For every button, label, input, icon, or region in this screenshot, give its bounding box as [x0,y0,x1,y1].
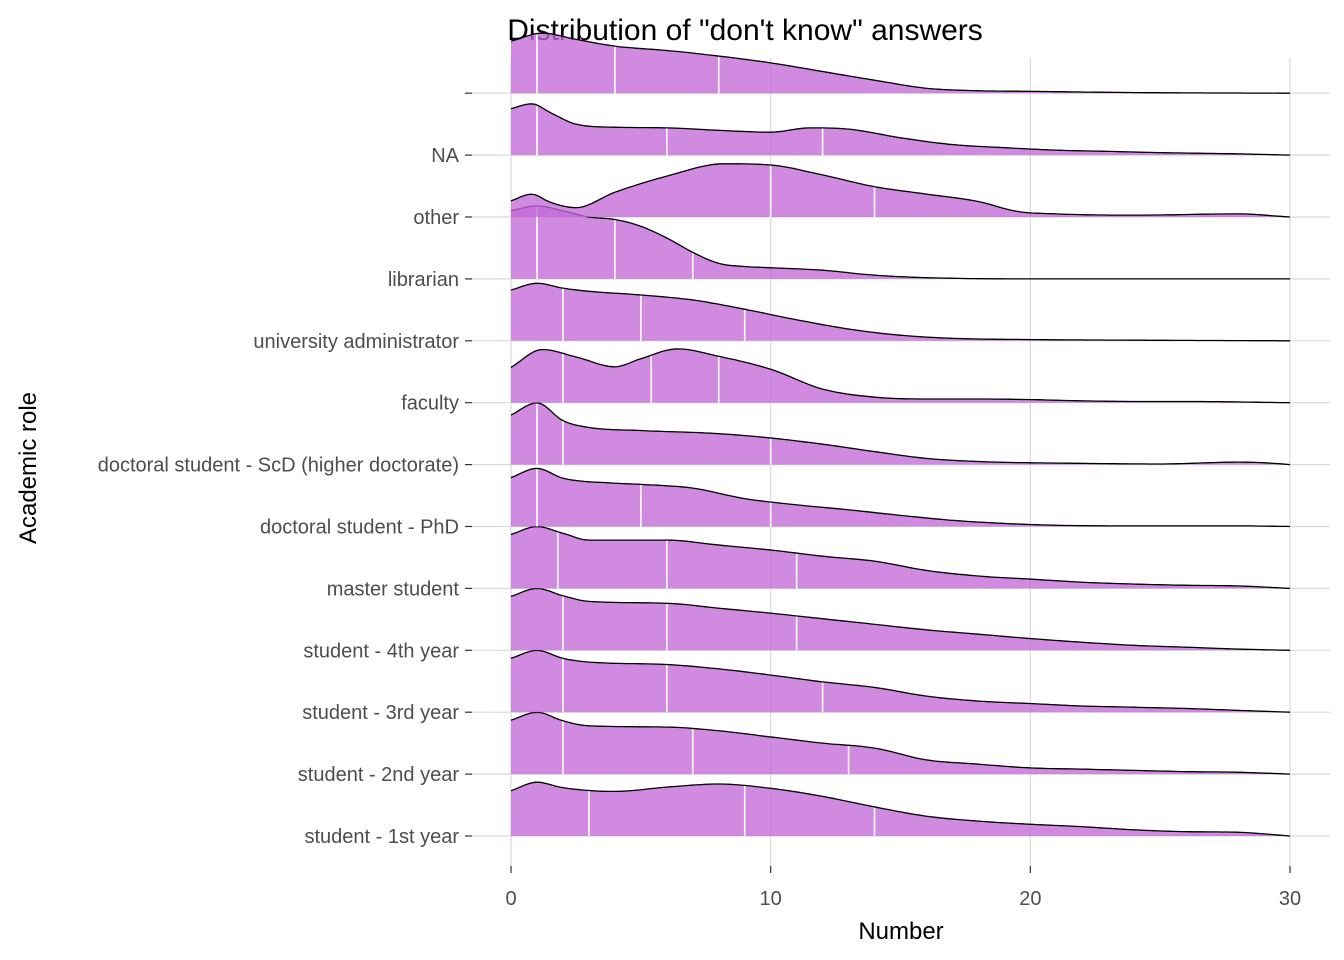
ridge-outline-doctoral-student-phd [510,467,1291,528]
ridge-student-2nd-year [510,711,1291,775]
x-tick-label-20: 20 [1019,888,1041,910]
y-tick-label-other: other [413,207,459,229]
ridge-outline-unlabeled-top [510,32,1290,94]
y-tick-label-librarian: librarian [388,269,459,291]
x-axis-title: Number [858,918,943,945]
ridge-outline-student-4th-year [510,587,1291,651]
y-tick-label-faculty: faculty [401,393,459,415]
ridge-fill-doctoral-student-scd-higher-doctorate [511,402,1290,465]
y-tick-label-student-3rd-year: student - 3rd year [302,702,459,724]
ridge-doctoral-student-phd [510,467,1291,528]
y-tick-label-master-student: master student [327,578,460,600]
x-tick-label-30: 30 [1279,888,1301,910]
y-tick-label-student-2nd-year: student - 2nd year [298,764,460,786]
ridge-outline-doctoral-student-scd-higher-doctorate [510,402,1291,466]
ridge-other [510,163,1291,218]
ridge-faculty [510,348,1291,404]
ridge-outline-librarian [510,205,1290,280]
x-axis: 0 10 20 30 [505,866,1301,910]
ridge-fill-doctoral-student-phd [511,468,1290,527]
ridge-master-student [510,525,1291,590]
ridges [510,32,1291,837]
ridge-university-administrator [510,282,1290,342]
ridge-doctoral-student-scd-higher-doctorate [510,402,1291,466]
ridge-outline-na [510,103,1291,156]
x-tick-label-10: 10 [760,888,782,910]
ridge-outline-student-1st-year [510,781,1291,837]
ridge-outline-master-student [510,525,1291,590]
ridge-student-3rd-year [510,649,1291,713]
ridge-outline-student-2nd-year [510,711,1291,775]
ridge-fill-student-4th-year [511,588,1290,651]
ridge-student-4th-year [510,587,1291,651]
ridge-unlabeled-top [510,32,1290,94]
ridge-fill-unlabeled-top [511,33,1290,94]
ridge-fill-student-1st-year [511,782,1290,836]
ridge-fill-student-2nd-year [511,712,1290,775]
ridge-student-1st-year [510,781,1291,837]
ridge-fill-librarian [511,205,1290,279]
y-tick-label-student-4th-year: student - 4th year [303,640,459,662]
ridge-fill-na [511,103,1290,156]
ridge-outline-student-3rd-year [510,649,1291,713]
x-tick-label-0: 0 [505,888,516,910]
ridge-outline-other [510,163,1291,218]
ridge-outline-university-administrator [510,282,1290,342]
ridge-na [510,103,1291,156]
ridge-librarian [510,205,1290,280]
ridge-fill-student-3rd-year [511,650,1290,713]
y-axis-title: Academic role [15,392,42,544]
y-tick-label-university-administrator: university administrator [253,331,459,353]
ridge-fill-faculty [511,348,1290,403]
ridge-outline-faculty [510,348,1291,404]
y-tick-label-student-1st-year: student - 1st year [304,826,459,848]
y-tick-label-doctoral-student-phd: doctoral student - PhD [260,517,459,539]
ridge-fill-other [511,163,1290,217]
ridge-fill-master-student [511,526,1290,589]
ridge-fill-university-administrator [511,283,1290,341]
y-tick-label-na: NA [431,145,459,167]
y-axis: student - 1st year student - 2nd year stud… [98,92,472,848]
y-tick-label-doctoral-student-scd-higher-doctorate: doctoral student - ScD (higher doctorate… [98,455,459,477]
